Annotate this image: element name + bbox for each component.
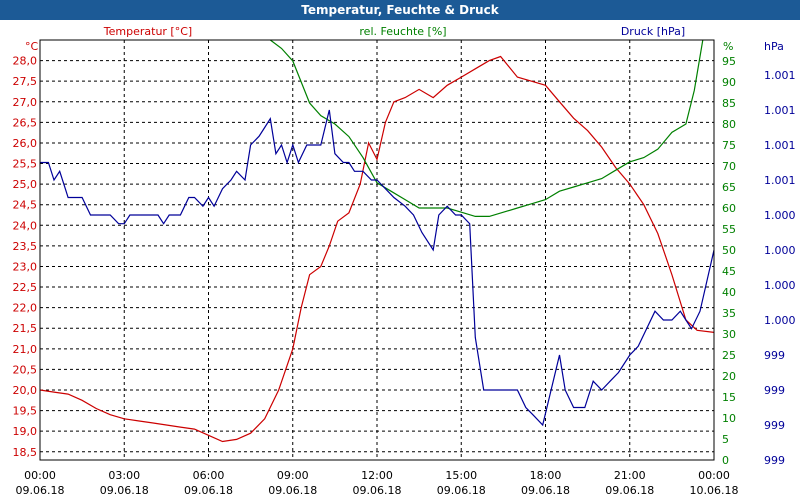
pressure-tick-label: 999: [764, 419, 785, 432]
humidity-tick-label: 85: [722, 97, 736, 110]
humidity-tick-label: 70: [722, 160, 736, 173]
pressure-tick-label: 1.001: [764, 174, 796, 187]
humidity-tick-label: 5: [722, 433, 729, 446]
temperature-tick-label: 22,5: [13, 281, 38, 294]
x-tick-date: 09.06.18: [268, 484, 317, 497]
x-tick-time: 15:00: [445, 469, 477, 482]
humidity-axis-label: rel. Feuchte [%]: [359, 25, 446, 38]
humidity-tick-label: 10: [722, 412, 736, 425]
x-tick-date: 09.06.18: [521, 484, 570, 497]
pressure-tick-label: 1.001: [764, 139, 796, 152]
title-bar: [0, 0, 800, 20]
humidity-tick-label: 45: [722, 265, 736, 278]
temperature-axis-label: Temperatur [°C]: [103, 25, 192, 38]
humidity-tick-label: 25: [722, 349, 736, 362]
temperature-tick-label: 20,5: [13, 363, 38, 376]
temperature-tick-label: 23,0: [13, 260, 38, 273]
humidity-tick-label: 30: [722, 328, 736, 341]
x-tick-time: 00:00: [24, 469, 56, 482]
x-tick-time: 03:00: [108, 469, 140, 482]
humidity-tick-label: 75: [722, 139, 736, 152]
pressure-unit-label: hPa: [764, 40, 784, 53]
pressure-tick-label: 999: [764, 454, 785, 467]
pressure-tick-label: 999: [764, 349, 785, 362]
pressure-tick-label: 999: [764, 384, 785, 397]
temperature-tick-label: 21,0: [13, 343, 38, 356]
pressure-tick-label: 1.000: [764, 314, 796, 327]
series-line-humidity: [269, 39, 704, 217]
humidity-tick-label: 35: [722, 307, 736, 320]
series-layer: [39, 39, 715, 443]
x-tick-date: 09.06.18: [353, 484, 402, 497]
x-tick-time: 12:00: [361, 469, 393, 482]
pressure-tick-label: 1.000: [764, 244, 796, 257]
x-tick-time: 00:00: [698, 469, 730, 482]
humidity-tick-label: 50: [722, 244, 736, 257]
pressure-tick-label: 1.000: [764, 279, 796, 292]
x-tick-date: 09.06.18: [437, 484, 486, 497]
temperature-tick-label: 28,0: [13, 55, 38, 68]
humidity-tick-label: 55: [722, 223, 736, 236]
x-tick-date: 09.06.18: [184, 484, 233, 497]
humidity-tick-label: 20: [722, 370, 736, 383]
humidity-tick-label: 40: [722, 286, 736, 299]
temperature-tick-label: 24,5: [13, 199, 38, 212]
chart-title: Temperatur, Feuchte & Druck: [301, 3, 499, 17]
temperature-tick-label: 25,0: [13, 178, 38, 191]
temperature-tick-label: 26,0: [13, 137, 38, 150]
x-tick-date: 10.06.18: [690, 484, 739, 497]
grid-layer: [40, 40, 714, 460]
humidity-tick-label: 90: [722, 76, 736, 89]
plot-area-frame: [39, 39, 715, 461]
temperature-unit-label: °C: [25, 40, 39, 53]
x-tick-time: 21:00: [614, 469, 646, 482]
temperature-tick-label: 27,0: [13, 96, 38, 109]
humidity-unit-label: %: [723, 40, 733, 53]
temperature-tick-label: 26,5: [13, 116, 38, 129]
x-tick-date: 09.06.18: [605, 484, 654, 497]
series-line-temperature: [39, 55, 715, 443]
x-tick-date: 09.06.18: [100, 484, 149, 497]
x-tick-time: 09:00: [277, 469, 309, 482]
temperature-tick-label: 18,5: [13, 446, 38, 459]
humidity-tick-label: 95: [722, 55, 736, 68]
x-tick-time: 18:00: [530, 469, 562, 482]
temperature-tick-label: 24,0: [13, 219, 38, 232]
temperature-tick-label: 22,0: [13, 302, 38, 315]
humidity-tick-label: 15: [722, 391, 736, 404]
temperature-tick-label: 20,0: [13, 384, 38, 397]
temperature-tick-label: 19,0: [13, 425, 38, 438]
temperature-tick-label: 23,5: [13, 240, 38, 253]
series-line-pressure: [40, 109, 715, 427]
pressure-axis-label: Druck [hPa]: [621, 25, 685, 38]
humidity-tick-label: 0: [722, 454, 729, 467]
tick-labels: 00:00 09.06.18 03:00 09.06.18 06:00 09.06.18 0…: [13, 55, 796, 497]
temperature-tick-label: 25,5: [13, 158, 38, 171]
pressure-tick-label: 1.001: [764, 104, 796, 117]
pressure-tick-label: 1.001: [764, 69, 796, 82]
pressure-tick-label: 1.000: [764, 209, 796, 222]
humidity-tick-label: 80: [722, 118, 736, 131]
x-tick-time: 06:00: [193, 469, 225, 482]
temperature-tick-label: 21,5: [13, 322, 38, 335]
humidity-tick-label: 60: [722, 202, 736, 215]
x-tick-date: 09.06.18: [16, 484, 65, 497]
temperature-tick-label: 19,5: [13, 405, 38, 418]
humidity-tick-label: 65: [722, 181, 736, 194]
temperature-tick-label: 27,5: [13, 75, 38, 88]
